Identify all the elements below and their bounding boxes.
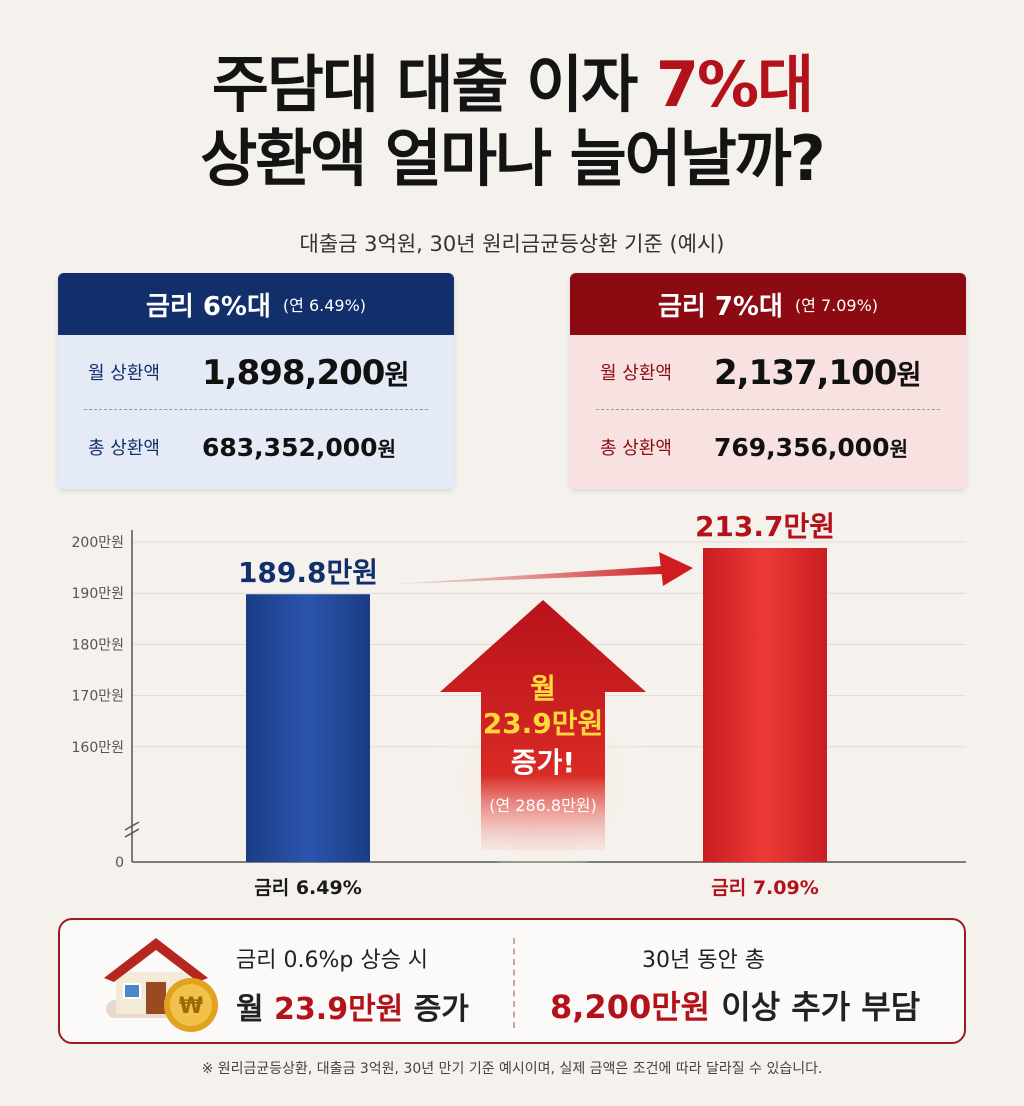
- y-tick-label: 190만원: [72, 586, 124, 602]
- up-arrow-icon: [440, 600, 646, 850]
- total-row: 총 상환액 683,352,000원: [58, 410, 454, 484]
- footnote: ※ 원리금균등상환, 대출금 3억원, 30년 만기 기준 예시이며, 실제 금…: [201, 1061, 823, 1077]
- category-label: 금리 7.09%: [711, 877, 819, 899]
- monthly-row: 월 상환액 1,898,200원: [58, 335, 454, 409]
- card-divider: [596, 409, 940, 410]
- monthly-value: 1,898,200원: [202, 352, 409, 393]
- bar: [703, 548, 827, 862]
- rate-card-low-title: 금리 6%대: [145, 291, 271, 322]
- annotation-line-2: 23.9만원: [483, 707, 604, 740]
- summary-right-line-1: 30년 동안 총: [642, 948, 765, 973]
- monthly-payment-bar-chart: 0 160만원 170만원 180만원 190만원 200만원 189.8만원 213.7만…: [72, 510, 966, 899]
- y-tick-label: 160만원: [72, 740, 124, 756]
- y-tick-label: 180만원: [72, 637, 124, 653]
- bar-value-label: 213.7만원: [695, 510, 835, 543]
- rate-card-low-rate: (연 6.49%): [282, 296, 367, 315]
- bar-value-label: 189.8만원: [238, 556, 378, 589]
- total-label: 총 상환액: [88, 438, 160, 459]
- rate-card-low-header: 금리 6%대 (연 6.49%): [58, 273, 454, 335]
- title-line-1: 주담대 대출 이자 7%대: [211, 48, 814, 121]
- page-title: 주담대 대출 이자 7%대 상환액 얼마나 늘어날까?: [0, 48, 1024, 196]
- summary-box: ₩ 금리 0.6%p 상승 시 월 23.9만원 증가 30년 동안 총 8,2…: [58, 918, 966, 1044]
- trend-arrow-shaft: [392, 566, 663, 585]
- rate-card-high-header: 금리 7%대 (연 7.09%): [570, 273, 966, 335]
- total-value: 683,352,000원: [202, 432, 396, 462]
- monthly-value: 2,137,100원: [714, 352, 921, 393]
- chart-bars: 189.8만원 213.7만원: [238, 510, 835, 862]
- card-divider: [84, 409, 428, 410]
- won-symbol: ₩: [179, 994, 203, 1019]
- summary-left-line-1: 금리 0.6%p 상승 시: [236, 948, 429, 973]
- monthly-row: 월 상환액 2,137,100원: [570, 335, 966, 409]
- increase-arrow-annotation: 월 23.9만원 증가! (연 286.8만원): [440, 600, 646, 850]
- summary-left-line-2: 월 23.9만원 증가: [236, 992, 469, 1027]
- monthly-label: 월 상환액: [600, 363, 672, 384]
- total-row: 총 상환액 769,356,000원: [570, 410, 966, 484]
- axis-break-mark: [124, 821, 140, 831]
- x-axis-labels: 금리 6.49% 금리 7.09%: [254, 877, 819, 899]
- rate-card-high-rate: (연 7.09%): [794, 296, 879, 315]
- total-value: 769,356,000원: [714, 432, 908, 462]
- axis-break-mark: [124, 828, 140, 838]
- summary-divider: [513, 938, 515, 1028]
- annotation-line-3: 증가!: [511, 746, 575, 779]
- y-tick-label: 200만원: [72, 535, 124, 551]
- won-coin-icon: ₩: [164, 978, 218, 1032]
- summary-right-line-2: 8,200만원 이상 추가 부담: [550, 988, 921, 1026]
- trend-arrow: [392, 552, 693, 586]
- category-label: 금리 6.49%: [254, 877, 362, 899]
- y-tick-label: 0: [115, 855, 124, 871]
- bar: [246, 594, 370, 862]
- monthly-label: 월 상환액: [88, 363, 160, 384]
- rate-card-high-title: 금리 7%대: [657, 291, 783, 322]
- title-line-2: 상환액 얼마나 늘어날까?: [200, 122, 826, 195]
- total-label: 총 상환액: [600, 438, 672, 459]
- y-tick-label: 170만원: [72, 689, 124, 705]
- rate-card-low: 금리 6%대 (연 6.49%) 월 상환액 1,898,200원 총 상환액 …: [58, 273, 454, 489]
- trend-arrow-head: [659, 552, 693, 586]
- rate-card-high: 금리 7%대 (연 7.09%) 월 상환액 2,137,100원 총 상환액 …: [570, 273, 966, 489]
- page-subtitle: 대출금 3억원, 30년 원리금균등상환 기준 (예시): [299, 232, 725, 256]
- title-accent: 7%대: [655, 48, 814, 121]
- annotation-line-4: (연 286.8만원): [489, 796, 597, 815]
- y-axis-labels: 0 160만원 170만원 180만원 190만원 200만원: [72, 535, 124, 871]
- annotation-line-1: 월: [530, 672, 556, 705]
